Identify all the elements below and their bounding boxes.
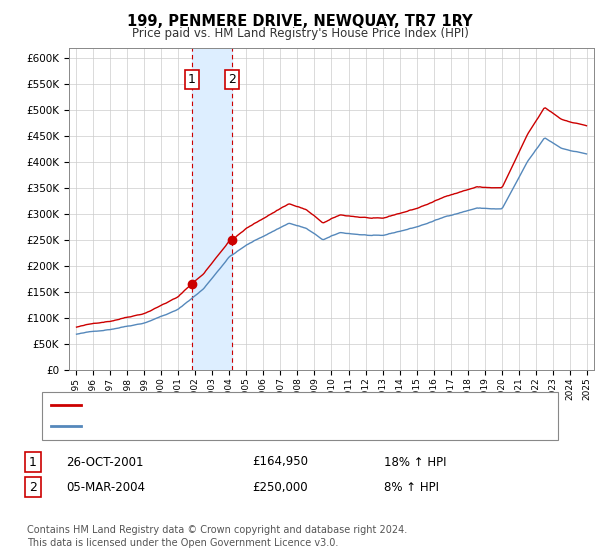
Text: 1: 1	[29, 455, 37, 469]
Text: 05-MAR-2004: 05-MAR-2004	[66, 480, 145, 494]
Text: 199, PENMERE DRIVE, NEWQUAY, TR7 1RY (detached house): 199, PENMERE DRIVE, NEWQUAY, TR7 1RY (de…	[87, 400, 425, 410]
Text: 26-OCT-2001: 26-OCT-2001	[66, 455, 143, 469]
Text: £164,950: £164,950	[252, 455, 308, 469]
Text: 2: 2	[29, 480, 37, 494]
Text: 2: 2	[228, 73, 236, 86]
Text: Contains HM Land Registry data © Crown copyright and database right 2024.
This d: Contains HM Land Registry data © Crown c…	[27, 525, 407, 548]
Text: 199, PENMERE DRIVE, NEWQUAY, TR7 1RY: 199, PENMERE DRIVE, NEWQUAY, TR7 1RY	[127, 14, 473, 29]
Text: 8% ↑ HPI: 8% ↑ HPI	[384, 480, 439, 494]
Bar	[192, 48, 232, 370]
Text: 18% ↑ HPI: 18% ↑ HPI	[384, 455, 446, 469]
Text: £250,000: £250,000	[252, 480, 308, 494]
Text: 1: 1	[188, 73, 196, 86]
Text: HPI: Average price, detached house, Cornwall: HPI: Average price, detached house, Corn…	[87, 421, 341, 431]
Text: Price paid vs. HM Land Registry's House Price Index (HPI): Price paid vs. HM Land Registry's House …	[131, 27, 469, 40]
